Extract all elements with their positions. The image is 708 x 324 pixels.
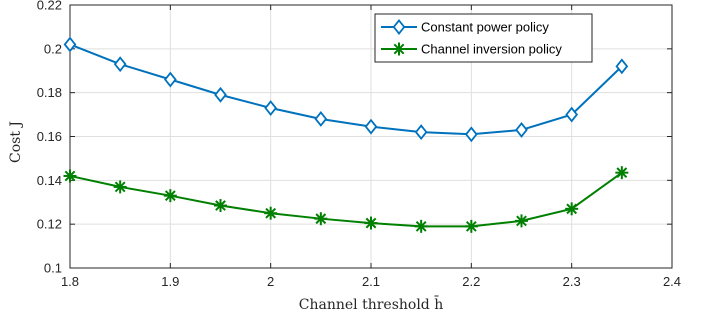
- data-point-channel-inversion: [565, 202, 579, 216]
- data-point-channel-inversion: [364, 216, 378, 230]
- data-point-constant-power: [63, 36, 77, 53]
- data-point-channel-inversion: [464, 219, 478, 233]
- x-tick-label: 1.9: [161, 274, 179, 289]
- x-tick-label: 2.3: [563, 274, 581, 289]
- y-tick-label: 0.2: [44, 41, 62, 56]
- data-point-constant-power: [163, 71, 177, 88]
- y-axis-ticks: 0.1 0.12 0.14 0.16 0.18 0.2 0.22: [37, 0, 672, 276]
- data-point-constant-power: [615, 58, 629, 75]
- data-point-constant-power: [515, 121, 528, 138]
- legend-marker-channel-inversion: [392, 42, 406, 56]
- x-tick-label: 2.1: [362, 274, 380, 289]
- data-point-channel-inversion: [113, 180, 127, 194]
- series-group: [63, 36, 629, 233]
- data-point-constant-power: [314, 111, 328, 127]
- data-point-channel-inversion: [214, 199, 227, 213]
- legend-label-constant-power: Constant power policy: [421, 20, 549, 35]
- data-point-channel-inversion: [314, 212, 328, 226]
- legend: Constant power policy Channel inversion p…: [374, 13, 593, 63]
- x-axis-label: Channel threshold h̄: [299, 295, 443, 313]
- y-tick-label: 0.12: [37, 217, 62, 232]
- data-point-constant-power: [565, 106, 579, 123]
- data-point-channel-inversion: [163, 189, 177, 203]
- y-tick-label: 0.22: [37, 0, 62, 13]
- data-point-constant-power: [264, 100, 278, 116]
- x-tick-label: 2: [267, 274, 274, 289]
- y-tick-label: 0.18: [37, 85, 62, 100]
- x-tick-label: 2.2: [462, 274, 480, 289]
- data-point-constant-power: [464, 126, 478, 143]
- data-point-channel-inversion: [515, 214, 528, 228]
- legend-label-channel-inversion: Channel inversion policy: [421, 42, 562, 57]
- data-point-constant-power: [364, 118, 378, 135]
- y-tick-label: 0.16: [37, 129, 62, 144]
- data-point-channel-inversion: [63, 169, 77, 183]
- data-point-channel-inversion: [615, 166, 629, 180]
- y-tick-label: 0.1: [44, 261, 62, 276]
- y-axis-label: Cost J: [8, 121, 24, 163]
- data-point-constant-power: [214, 86, 227, 103]
- x-axis-ticks: 1.8 1.9 2 2.1 2.2 2.3 2.4: [61, 5, 681, 289]
- series-line-channel-inversion: [69, 171, 623, 228]
- legend-box: [374, 13, 593, 63]
- data-point-constant-power: [113, 56, 127, 73]
- x-tick-label: 2.4: [663, 274, 681, 289]
- series-line-constant-power: [69, 43, 623, 136]
- x-tick-label: 1.8: [61, 274, 79, 289]
- data-point-channel-inversion: [264, 206, 278, 220]
- data-point-constant-power: [414, 124, 428, 141]
- y-tick-label: 0.14: [37, 173, 62, 188]
- data-point-channel-inversion: [414, 219, 428, 233]
- legend-marker-constant-power: [392, 19, 406, 35]
